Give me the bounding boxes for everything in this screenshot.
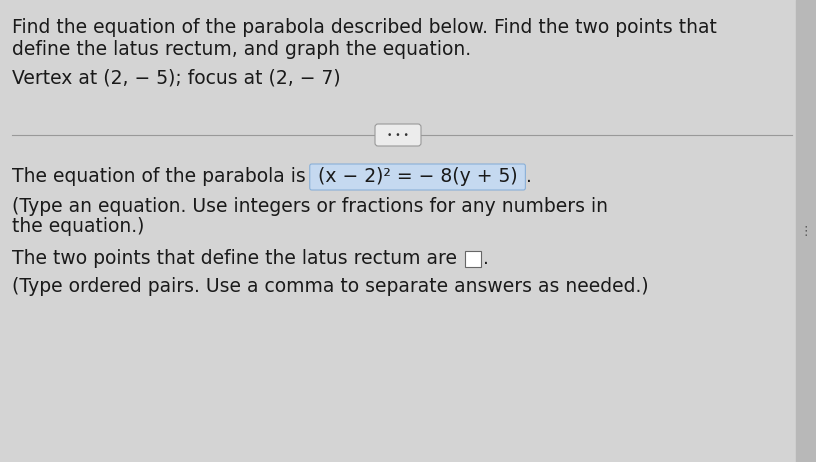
Text: (x − 2)² = − 8(y + 5): (x − 2)² = − 8(y + 5): [317, 168, 517, 187]
Text: ⋮: ⋮: [800, 225, 812, 237]
FancyBboxPatch shape: [310, 164, 526, 190]
Text: define the latus rectum, and graph the equation.: define the latus rectum, and graph the e…: [12, 40, 471, 59]
Text: • • •: • • •: [387, 130, 409, 140]
Text: the equation.): the equation.): [12, 217, 144, 236]
Text: (Type an equation. Use integers or fractions for any numbers in: (Type an equation. Use integers or fract…: [12, 197, 608, 216]
Text: The equation of the parabola is: The equation of the parabola is: [12, 168, 312, 187]
Text: Vertex at (2, − 5); focus at (2, − 7): Vertex at (2, − 5); focus at (2, − 7): [12, 68, 340, 87]
Text: .: .: [526, 168, 532, 187]
Bar: [796, 0, 816, 462]
Text: .: .: [483, 249, 489, 268]
FancyBboxPatch shape: [375, 124, 421, 146]
Text: The two points that define the latus rectum are: The two points that define the latus rec…: [12, 249, 463, 268]
Text: (Type ordered pairs. Use a comma to separate answers as needed.): (Type ordered pairs. Use a comma to sepa…: [12, 277, 649, 296]
Text: Find the equation of the parabola described below. Find the two points that: Find the equation of the parabola descri…: [12, 18, 717, 37]
FancyBboxPatch shape: [465, 251, 481, 267]
